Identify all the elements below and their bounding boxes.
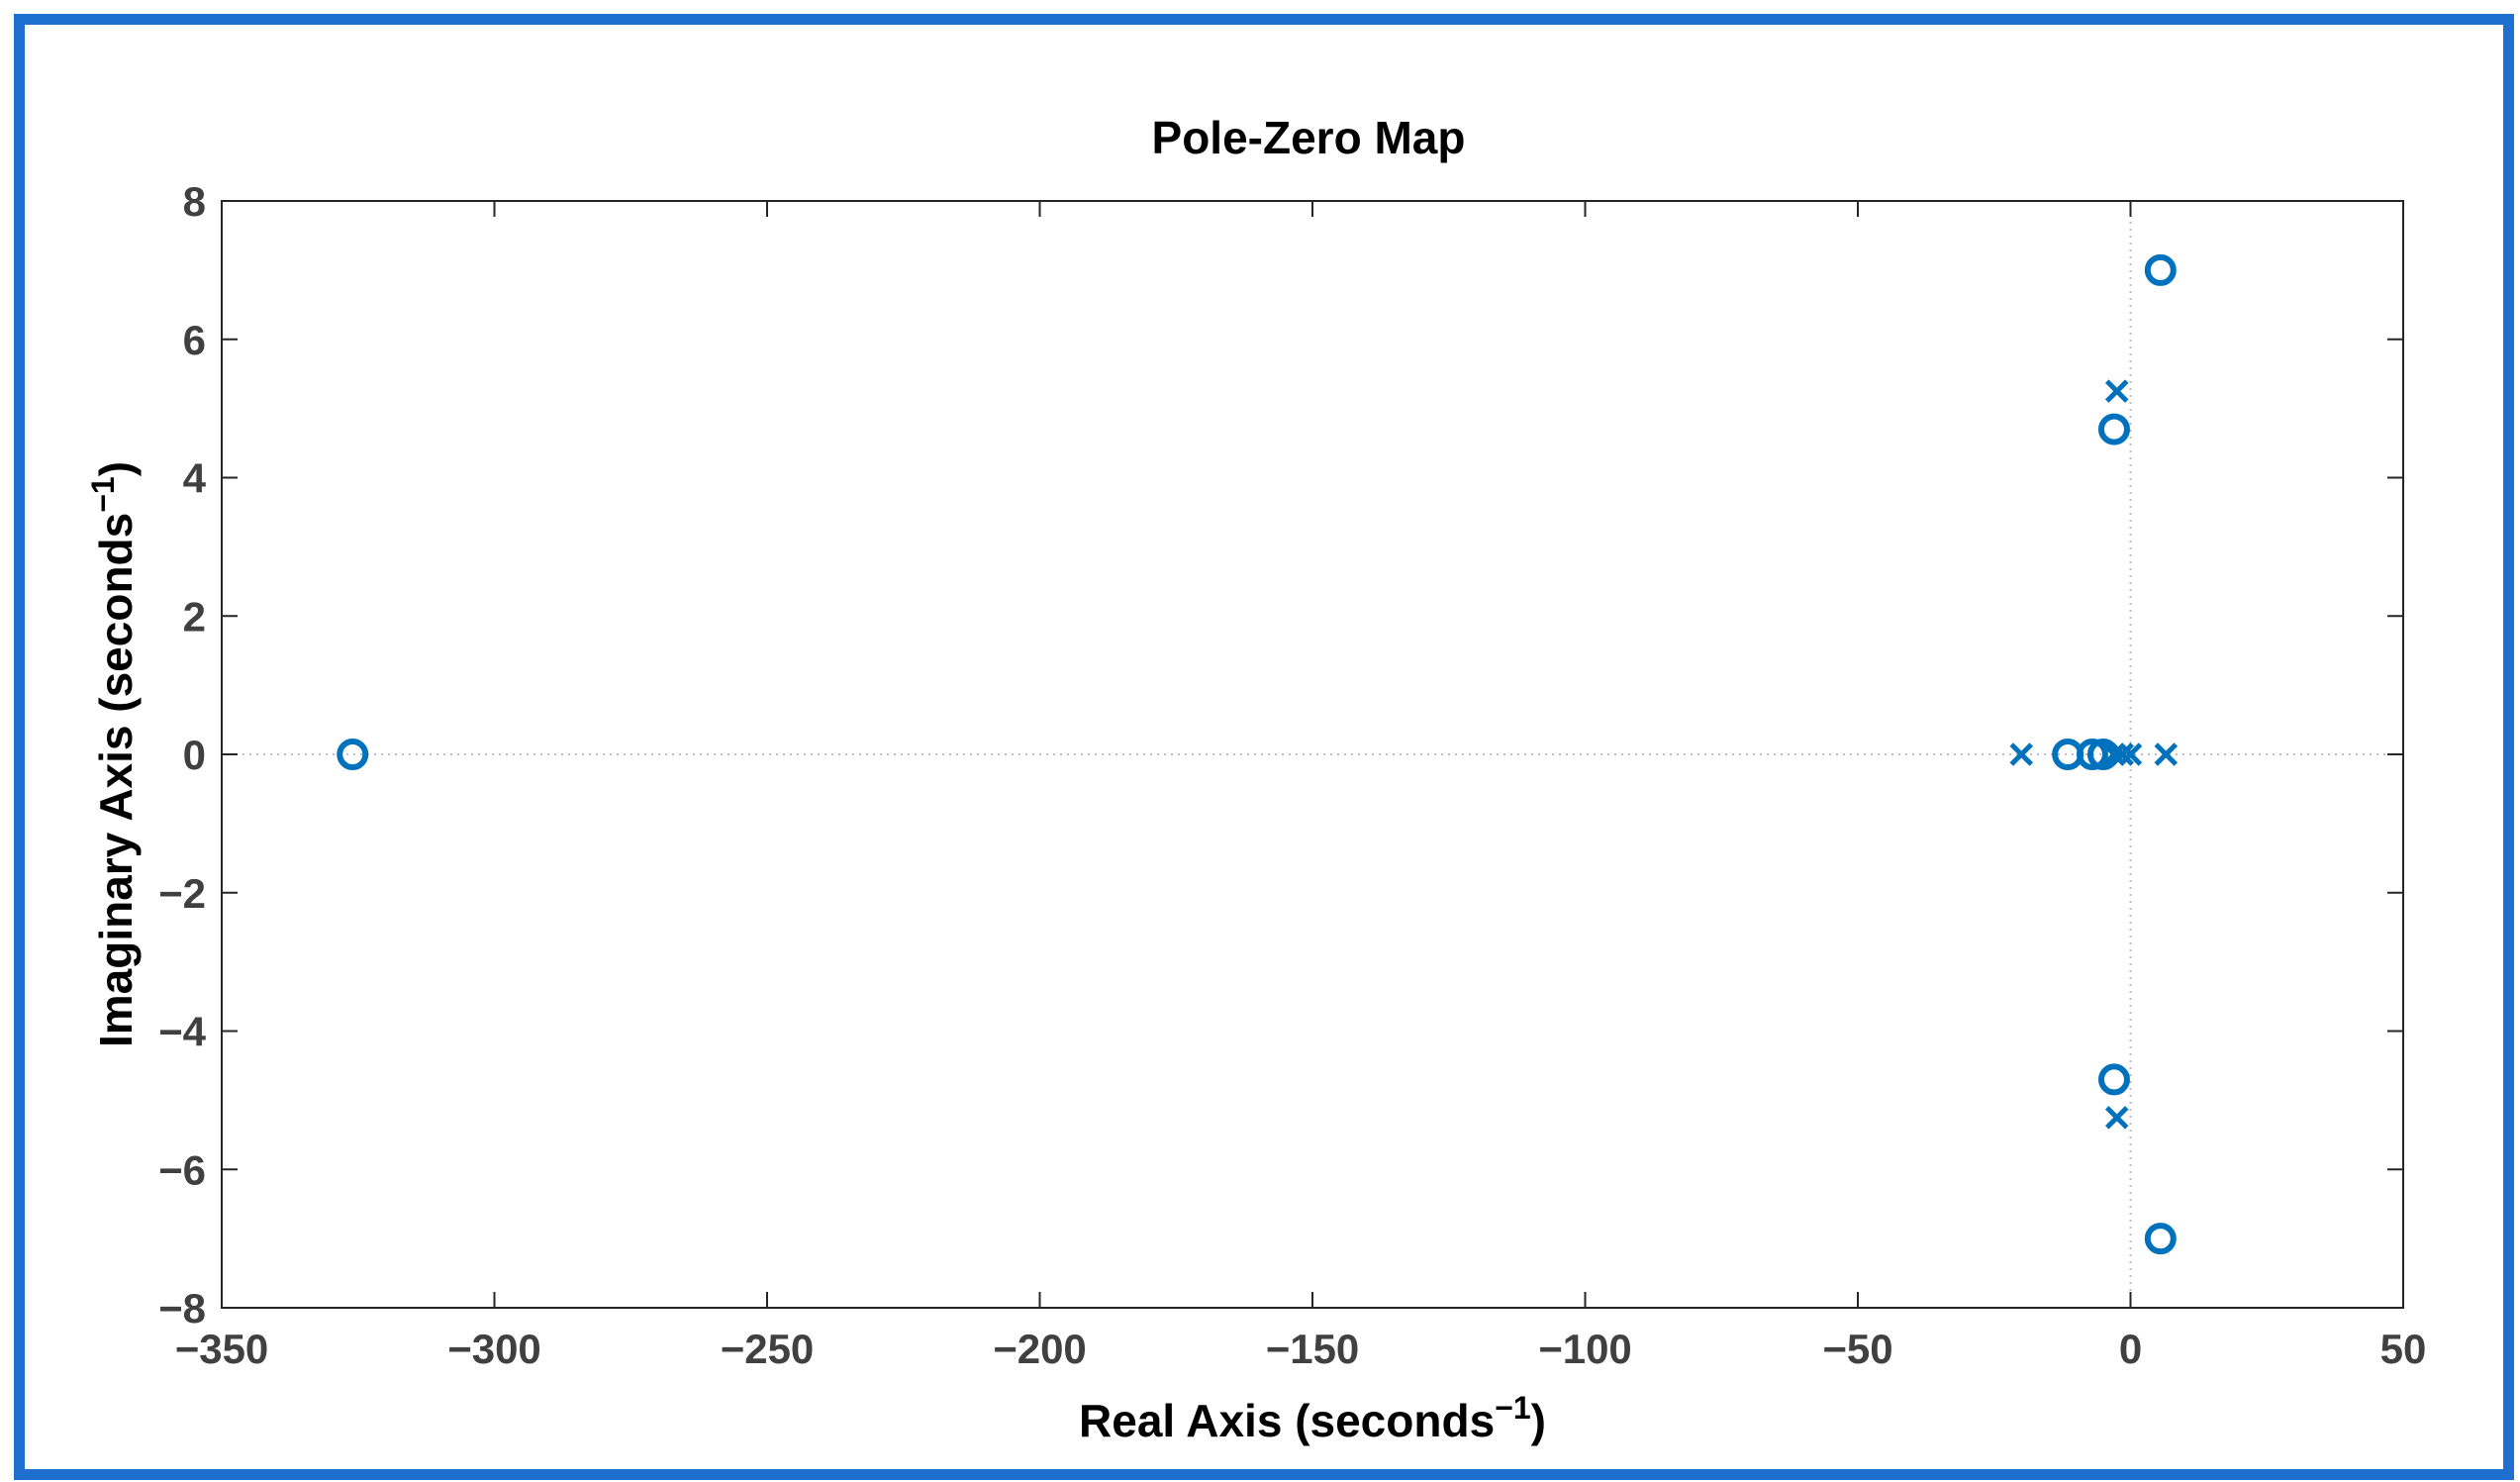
y-tick-label: 8 — [183, 178, 206, 225]
pole-marker-stroke — [2104, 379, 2129, 403]
x-tick-label: −350 — [175, 1326, 269, 1372]
x-axis-label-close: ) — [1531, 1395, 1546, 1446]
x-axis-label-exponent: −1 — [1495, 1390, 1530, 1426]
pole-marker-stroke — [2118, 742, 2143, 766]
reference-lines — [222, 201, 2403, 1308]
y-tick-label: −2 — [158, 870, 206, 917]
x-axis-label: Real Axis (seconds−1) — [1079, 1390, 1546, 1446]
pole-marker-stroke — [2009, 742, 2034, 766]
pole-marker — [2110, 742, 2135, 766]
pole-marker — [2118, 742, 2143, 766]
x-tick-label: −100 — [1538, 1326, 1632, 1372]
y-axis-label-close: ) — [90, 461, 142, 476]
x-tick-label: −50 — [1822, 1326, 1892, 1372]
zero-marker — [337, 739, 369, 770]
chart-title: Pole-Zero Map — [1152, 112, 1466, 163]
axis-ticks: −350 −300 −250 −200 −150 −100 −50 0 50 −8 −6 −4 −2 0 2… — [158, 178, 2426, 1372]
pole-marker — [2104, 1106, 2129, 1130]
x-tick-label: 50 — [2380, 1326, 2427, 1372]
pole-zero-chart: Pole-Zero Map −350 −300 −250 −200 −150 −100 −5… — [85, 112, 2426, 1446]
zero-marker — [2144, 1223, 2177, 1255]
pole-marker-stroke — [2154, 742, 2179, 766]
y-tick-label: −4 — [158, 1009, 207, 1055]
y-axis-label: Imaginary Axis (seconds−1) — [85, 461, 142, 1047]
y-tick-label: −6 — [158, 1146, 206, 1193]
zero-marker — [2097, 413, 2130, 445]
x-tick-label: −200 — [993, 1326, 1087, 1372]
pole-marker — [2104, 379, 2129, 403]
zero-marker — [2076, 739, 2108, 770]
y-tick-label: 0 — [183, 732, 206, 778]
y-axis-label-exponent: −1 — [85, 476, 121, 512]
x-tick-label: 0 — [2119, 1326, 2142, 1372]
y-tick-label: 4 — [183, 455, 207, 502]
pole-marker-stroke — [2110, 742, 2135, 766]
x-tick-label: −250 — [721, 1326, 815, 1372]
y-tick-label: 2 — [183, 593, 206, 640]
data-markers — [337, 253, 2179, 1255]
chart-frame: Pole-Zero Map −350 −300 −250 −200 −150 −100 −5… — [14, 14, 2514, 1480]
y-tick-label: 6 — [183, 317, 206, 363]
x-tick-label: −300 — [447, 1326, 541, 1372]
pole-marker — [2154, 742, 2179, 766]
y-tick-label: −8 — [158, 1285, 206, 1332]
zero-marker — [2144, 253, 2177, 286]
pole-marker-stroke — [2104, 1106, 2129, 1130]
zero-marker — [2097, 1063, 2130, 1096]
pole-marker — [2009, 742, 2034, 766]
y-axis-label-text: Imaginary Axis (seconds — [90, 513, 142, 1047]
x-tick-label: −150 — [1266, 1326, 1360, 1372]
x-axis-label-text: Real Axis (seconds — [1079, 1395, 1495, 1446]
